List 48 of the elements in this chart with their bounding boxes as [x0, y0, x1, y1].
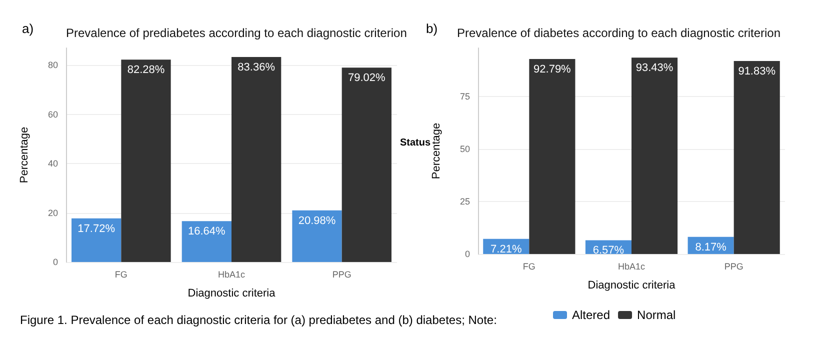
data-label: 93.43% — [636, 62, 674, 74]
x-tick-label: PPG — [724, 262, 744, 272]
y-tick-label: 0 — [52, 257, 58, 267]
caption: Figure 1. Prevalence of each diagnostic criteria for (a) prediabetes and (b) diabetes; Note: — [20, 313, 497, 327]
legend-label: Altered — [572, 308, 610, 322]
y-axis-title: Percentage — [430, 122, 442, 180]
x-axis-title: Diagnostic criteria — [588, 280, 676, 292]
data-label: 6.57% — [592, 244, 624, 257]
bar — [292, 210, 342, 262]
legend-label: Normal — [637, 308, 676, 322]
data-label: 92.79% — [534, 63, 572, 76]
data-label: 7.21% — [490, 243, 522, 256]
x-tick-label: HbA1c — [218, 270, 246, 280]
x-axis-title: Diagnostic criteria — [188, 288, 276, 300]
x-tick-label: PPG — [332, 270, 352, 280]
data-label: 20.98% — [298, 214, 336, 227]
chart-title: Prevalence of prediabetes according to each diagnostic criterion — [66, 26, 407, 40]
x-tick-label: FG — [114, 270, 128, 280]
bar — [232, 56, 282, 262]
y-tick-label: 25 — [460, 196, 470, 206]
data-label: 82.28% — [127, 64, 165, 76]
bar — [529, 58, 576, 254]
bar — [342, 68, 392, 262]
y-tick-label: 80 — [48, 60, 58, 70]
x-tick-label: HbA1c — [618, 262, 646, 272]
bar — [734, 60, 780, 254]
legend-title: Status — [400, 138, 431, 148]
text: b) — [426, 21, 438, 36]
data-label: 8.17% — [695, 241, 727, 254]
y-tick-label: 20 — [48, 208, 58, 218]
bar — [72, 218, 122, 262]
text: a) — [22, 21, 34, 36]
y-tick-label: 75 — [460, 91, 470, 102]
y-tick-label: 0 — [464, 249, 470, 259]
data-label: 17.72% — [78, 222, 116, 235]
y-tick-label: 40 — [48, 158, 58, 169]
y-tick-label: 60 — [48, 109, 58, 120]
bar — [121, 60, 171, 262]
data-label: 79.02% — [348, 72, 386, 84]
bar — [632, 58, 678, 254]
bar — [182, 221, 232, 262]
x-tick-label: FG — [522, 262, 536, 272]
y-axis-title: Percentage — [18, 126, 30, 184]
data-label: 16.64% — [188, 226, 226, 238]
data-label: 83.36% — [238, 61, 276, 74]
y-tick-label: 50 — [460, 144, 470, 154]
data-label: 91.83% — [738, 65, 776, 78]
chart-title: Prevalence of diabetes according to each diagnostic criterion — [457, 26, 781, 40]
